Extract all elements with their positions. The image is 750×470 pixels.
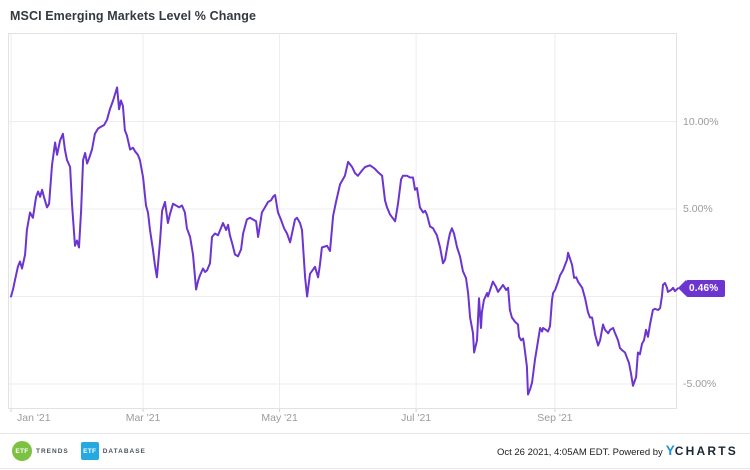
plot-border xyxy=(8,33,677,409)
etf-database-label[interactable]: DATABASE xyxy=(102,447,146,455)
x-axis-label: Mar '21 xyxy=(125,412,161,424)
y-axis-label: 10.00% xyxy=(683,115,719,128)
badge-value: 0.46% xyxy=(686,279,726,297)
etf-trends-logo-icon[interactable]: ETF xyxy=(12,441,32,461)
y-axis-label: -5.00% xyxy=(683,378,717,390)
ycharts-y-icon: Y xyxy=(665,443,675,458)
etf-trends-label[interactable]: TRENDS xyxy=(36,447,69,455)
footer-bar: ETF TRENDS ETF DATABASE Oct 26 2021, 4:0… xyxy=(0,433,750,469)
etf-database-logo-icon[interactable]: ETF xyxy=(80,442,99,460)
x-axis-label: May '21 xyxy=(261,412,298,424)
x-axis-label: Sep '21 xyxy=(537,412,573,424)
badge-arrow-icon xyxy=(678,280,686,297)
last-value-badge: 0.46% xyxy=(678,279,726,297)
ycharts-logo[interactable]: YCHARTS xyxy=(665,443,738,458)
y-axis-label: 5.00% xyxy=(683,203,713,215)
x-axis-label: Jul '21 xyxy=(401,412,432,424)
x-axis-label: Jan '21 xyxy=(17,412,51,424)
chart-title: MSCI Emerging Markets Level % Change xyxy=(10,9,257,23)
attribution: Oct 26 2021, 4:05AM EDT. Powered by YCHA… xyxy=(497,442,738,460)
footer-logos: ETF TRENDS ETF DATABASE xyxy=(12,441,146,461)
series-line xyxy=(10,86,679,396)
timestamp-text: Oct 26 2021, 4:05AM EDT. Powered by xyxy=(496,447,663,458)
